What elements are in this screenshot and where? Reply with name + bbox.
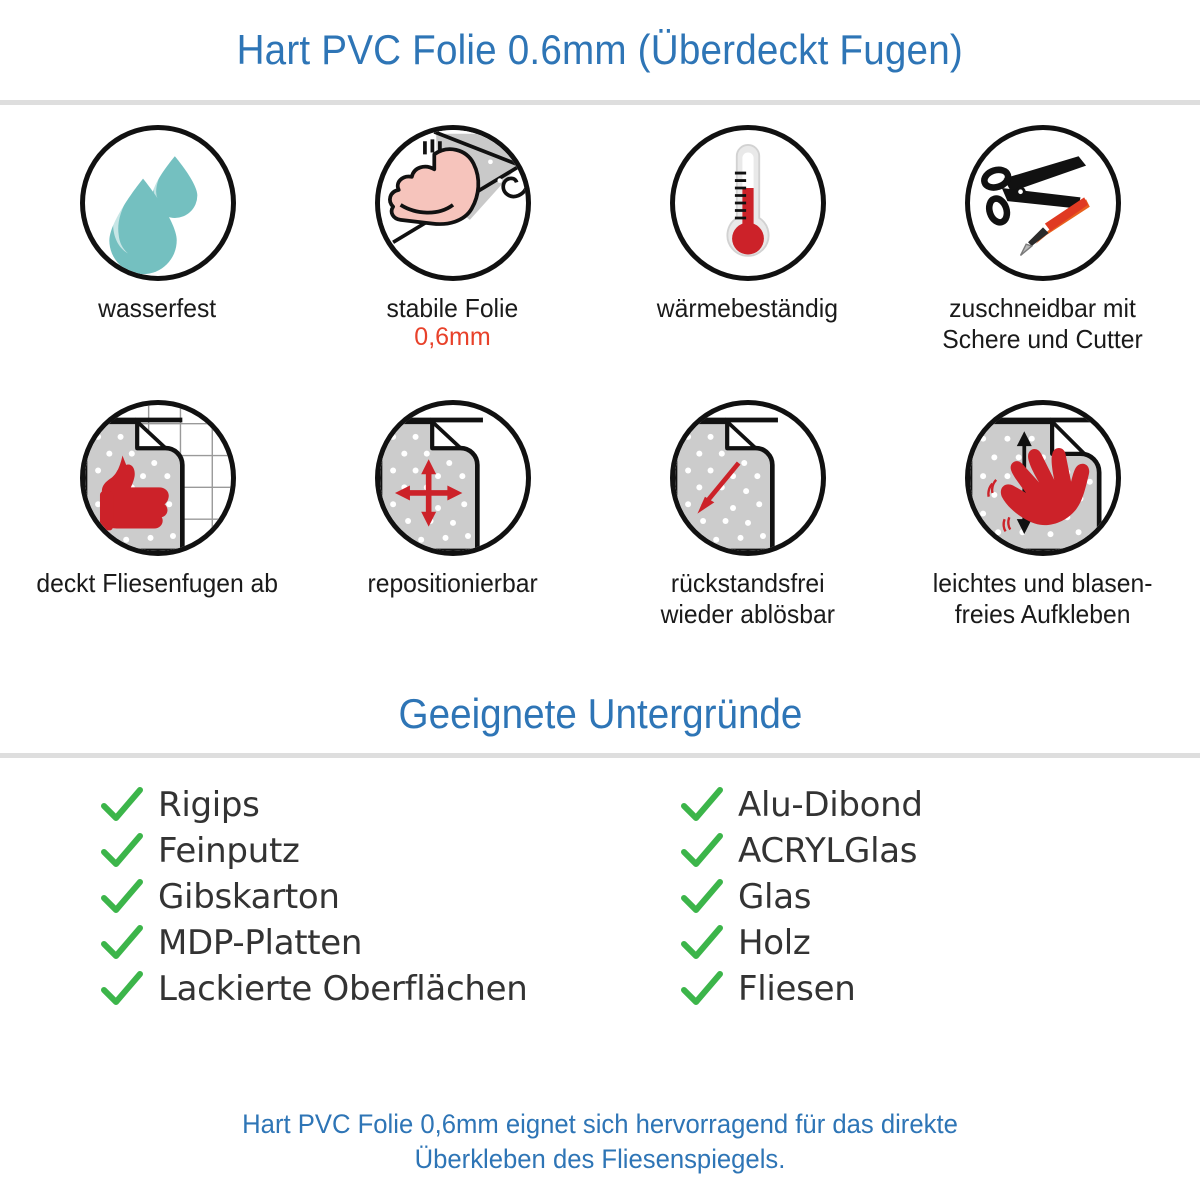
feature-item: deckt Fliesenfugen ab [10,400,305,675]
substrate-label: Feinputz [158,831,300,871]
thumbs-up-tiles-icon [79,400,236,556]
list-item: Rigips [100,782,660,828]
page-header: Hart PVC Folie 0.6mm (Überdeckt Fugen) [0,0,1200,100]
feature-item: repositionierbar [305,400,600,675]
list-item: Feinputz [100,828,660,874]
feature-item: zuschneidbar mit Schere und Cutter [895,125,1190,400]
flexed-arm-film-icon [374,125,531,281]
footer-note: Hart PVC Folie 0,6mm eignet sich hervorr… [242,1108,958,1175]
feature-item: leichtes und blasen- freies Aufkleben [895,400,1190,675]
substrate-label: Holz [738,923,811,963]
list-item: Holz [680,920,923,966]
substrate-label: Glas [738,877,812,917]
feature-label: rückstandsfrei wieder ablösbar [660,568,835,629]
move-arrows-film-icon [374,400,531,556]
feature-item: rückstandsfrei wieder ablösbar [600,400,895,675]
feature-thickness-label: 0,6mm [414,322,491,351]
feature-label: deckt Fliesenfugen ab [36,568,279,598]
substrate-label: Lackierte Oberflächen [158,969,528,1009]
section-title: Geeignete Untergründe [398,690,802,737]
page-title: Hart PVC Folie 0.6mm (Überdeckt Fugen) [236,26,964,73]
thermometer-icon [669,125,826,281]
list-item: MDP-Platten [100,920,660,966]
substrate-label: Rigips [158,785,260,825]
substrate-label: Gibskarton [158,877,340,917]
feature-label: wasserfest [98,293,217,323]
feature-item: wasserfest [10,125,305,400]
substrate-column-left: Rigips Feinputz Gibskarton MDP-Platten L… [100,782,660,1012]
feature-label: stabile Folie [386,293,519,323]
feature-item: wärmebeständig [600,125,895,400]
list-item: Glas [680,874,923,920]
check-icon [681,787,723,821]
list-item: Gibskarton [100,874,660,920]
check-icon [681,833,723,867]
substrate-lists: Rigips Feinputz Gibskarton MDP-Platten L… [0,758,1200,1012]
peel-arrow-film-icon [669,400,826,556]
list-item: ACRYLGlas [680,828,923,874]
substrate-label: Fliesen [738,969,856,1009]
check-icon [101,787,143,821]
check-icon [101,925,143,959]
substrate-label: MDP-Platten [158,923,363,963]
scissors-cutter-icon [964,125,1121,281]
feature-label: zuschneidbar mit Schere und Cutter [942,293,1143,354]
feature-label: wärmebeständig [656,293,839,323]
divider-middle [0,753,1200,758]
substrate-label: ACRYLGlas [738,831,918,871]
feature-label: repositionierbar [367,568,538,598]
check-icon [101,879,143,913]
check-icon [681,925,723,959]
check-icon [101,971,143,1005]
feature-grid: wasserfest stabile Folie 0,6mm [0,105,1200,675]
list-item: Alu-Dibond [680,782,923,828]
water-drops-icon [79,125,236,281]
section-header: Geeignete Untergründe [0,675,1200,753]
check-icon [681,879,723,913]
substrate-column-right: Alu-Dibond ACRYLGlas Glas Holz Fliesen [680,782,923,1012]
smoothing-hand-icon [964,400,1121,556]
substrate-label: Alu-Dibond [738,785,923,825]
check-icon [101,833,143,867]
divider-top [0,100,1200,105]
list-item: Fliesen [680,966,923,1012]
feature-label: leichtes und blasen- freies Aufkleben [932,568,1153,629]
feature-item: stabile Folie 0,6mm [305,125,600,400]
list-item: Lackierte Oberflächen [100,966,660,1012]
check-icon [681,971,723,1005]
